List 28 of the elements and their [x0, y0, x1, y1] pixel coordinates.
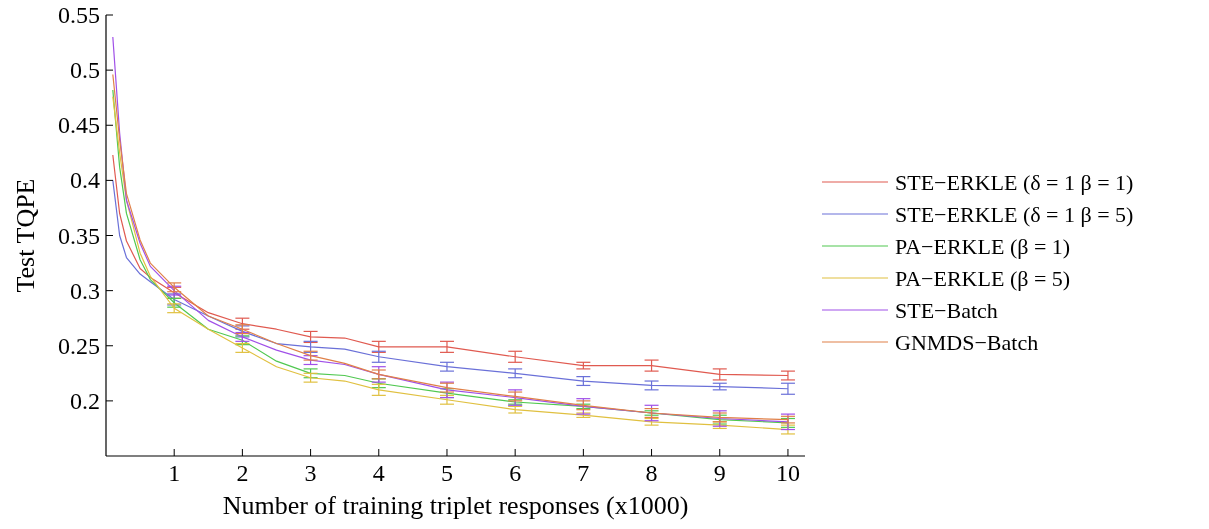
- y-tick-label: 0.3: [70, 277, 100, 304]
- x-tick-label: 1: [168, 460, 181, 486]
- legend-label: STE−ERKLE (δ = 1 β = 5): [895, 202, 1134, 227]
- y-tick-label: 0.2: [70, 387, 100, 414]
- x-tick-label: 8: [645, 460, 658, 486]
- y-axis-title: Test TQPE: [11, 178, 40, 293]
- x-tick-label: 5: [440, 460, 453, 486]
- legend-label: GNMDS−Batch: [895, 330, 1039, 355]
- x-axis-title: Number of training triplet responses (x1000): [222, 491, 689, 520]
- legend-label: STE−ERKLE (δ = 1 β = 1): [895, 170, 1134, 195]
- y-tick-label: 0.25: [58, 332, 100, 359]
- legend-label: PA−ERKLE (β = 5): [895, 266, 1071, 291]
- x-tick-label: 4: [372, 460, 385, 486]
- x-tick-label: 9: [713, 460, 726, 486]
- y-tick-label: 0.35: [58, 222, 100, 249]
- x-tick-label: 2: [236, 460, 249, 486]
- line-series: [112, 179, 789, 390]
- x-tick-label: 3: [304, 460, 317, 486]
- y-tick-label: 0.55: [58, 2, 100, 28]
- y-tick-label: 0.5: [70, 57, 100, 84]
- x-tick-label: 10: [775, 460, 800, 486]
- x-tick-label: 7: [577, 460, 590, 486]
- y-tick-label: 0.4: [70, 167, 100, 194]
- legend-label: STE−Batch: [895, 298, 998, 323]
- x-tick-label: 6: [509, 460, 522, 486]
- y-tick-label: 0.45: [58, 112, 100, 139]
- legend-label: PA−ERKLE (β = 1): [895, 234, 1071, 259]
- line-series: [112, 154, 789, 377]
